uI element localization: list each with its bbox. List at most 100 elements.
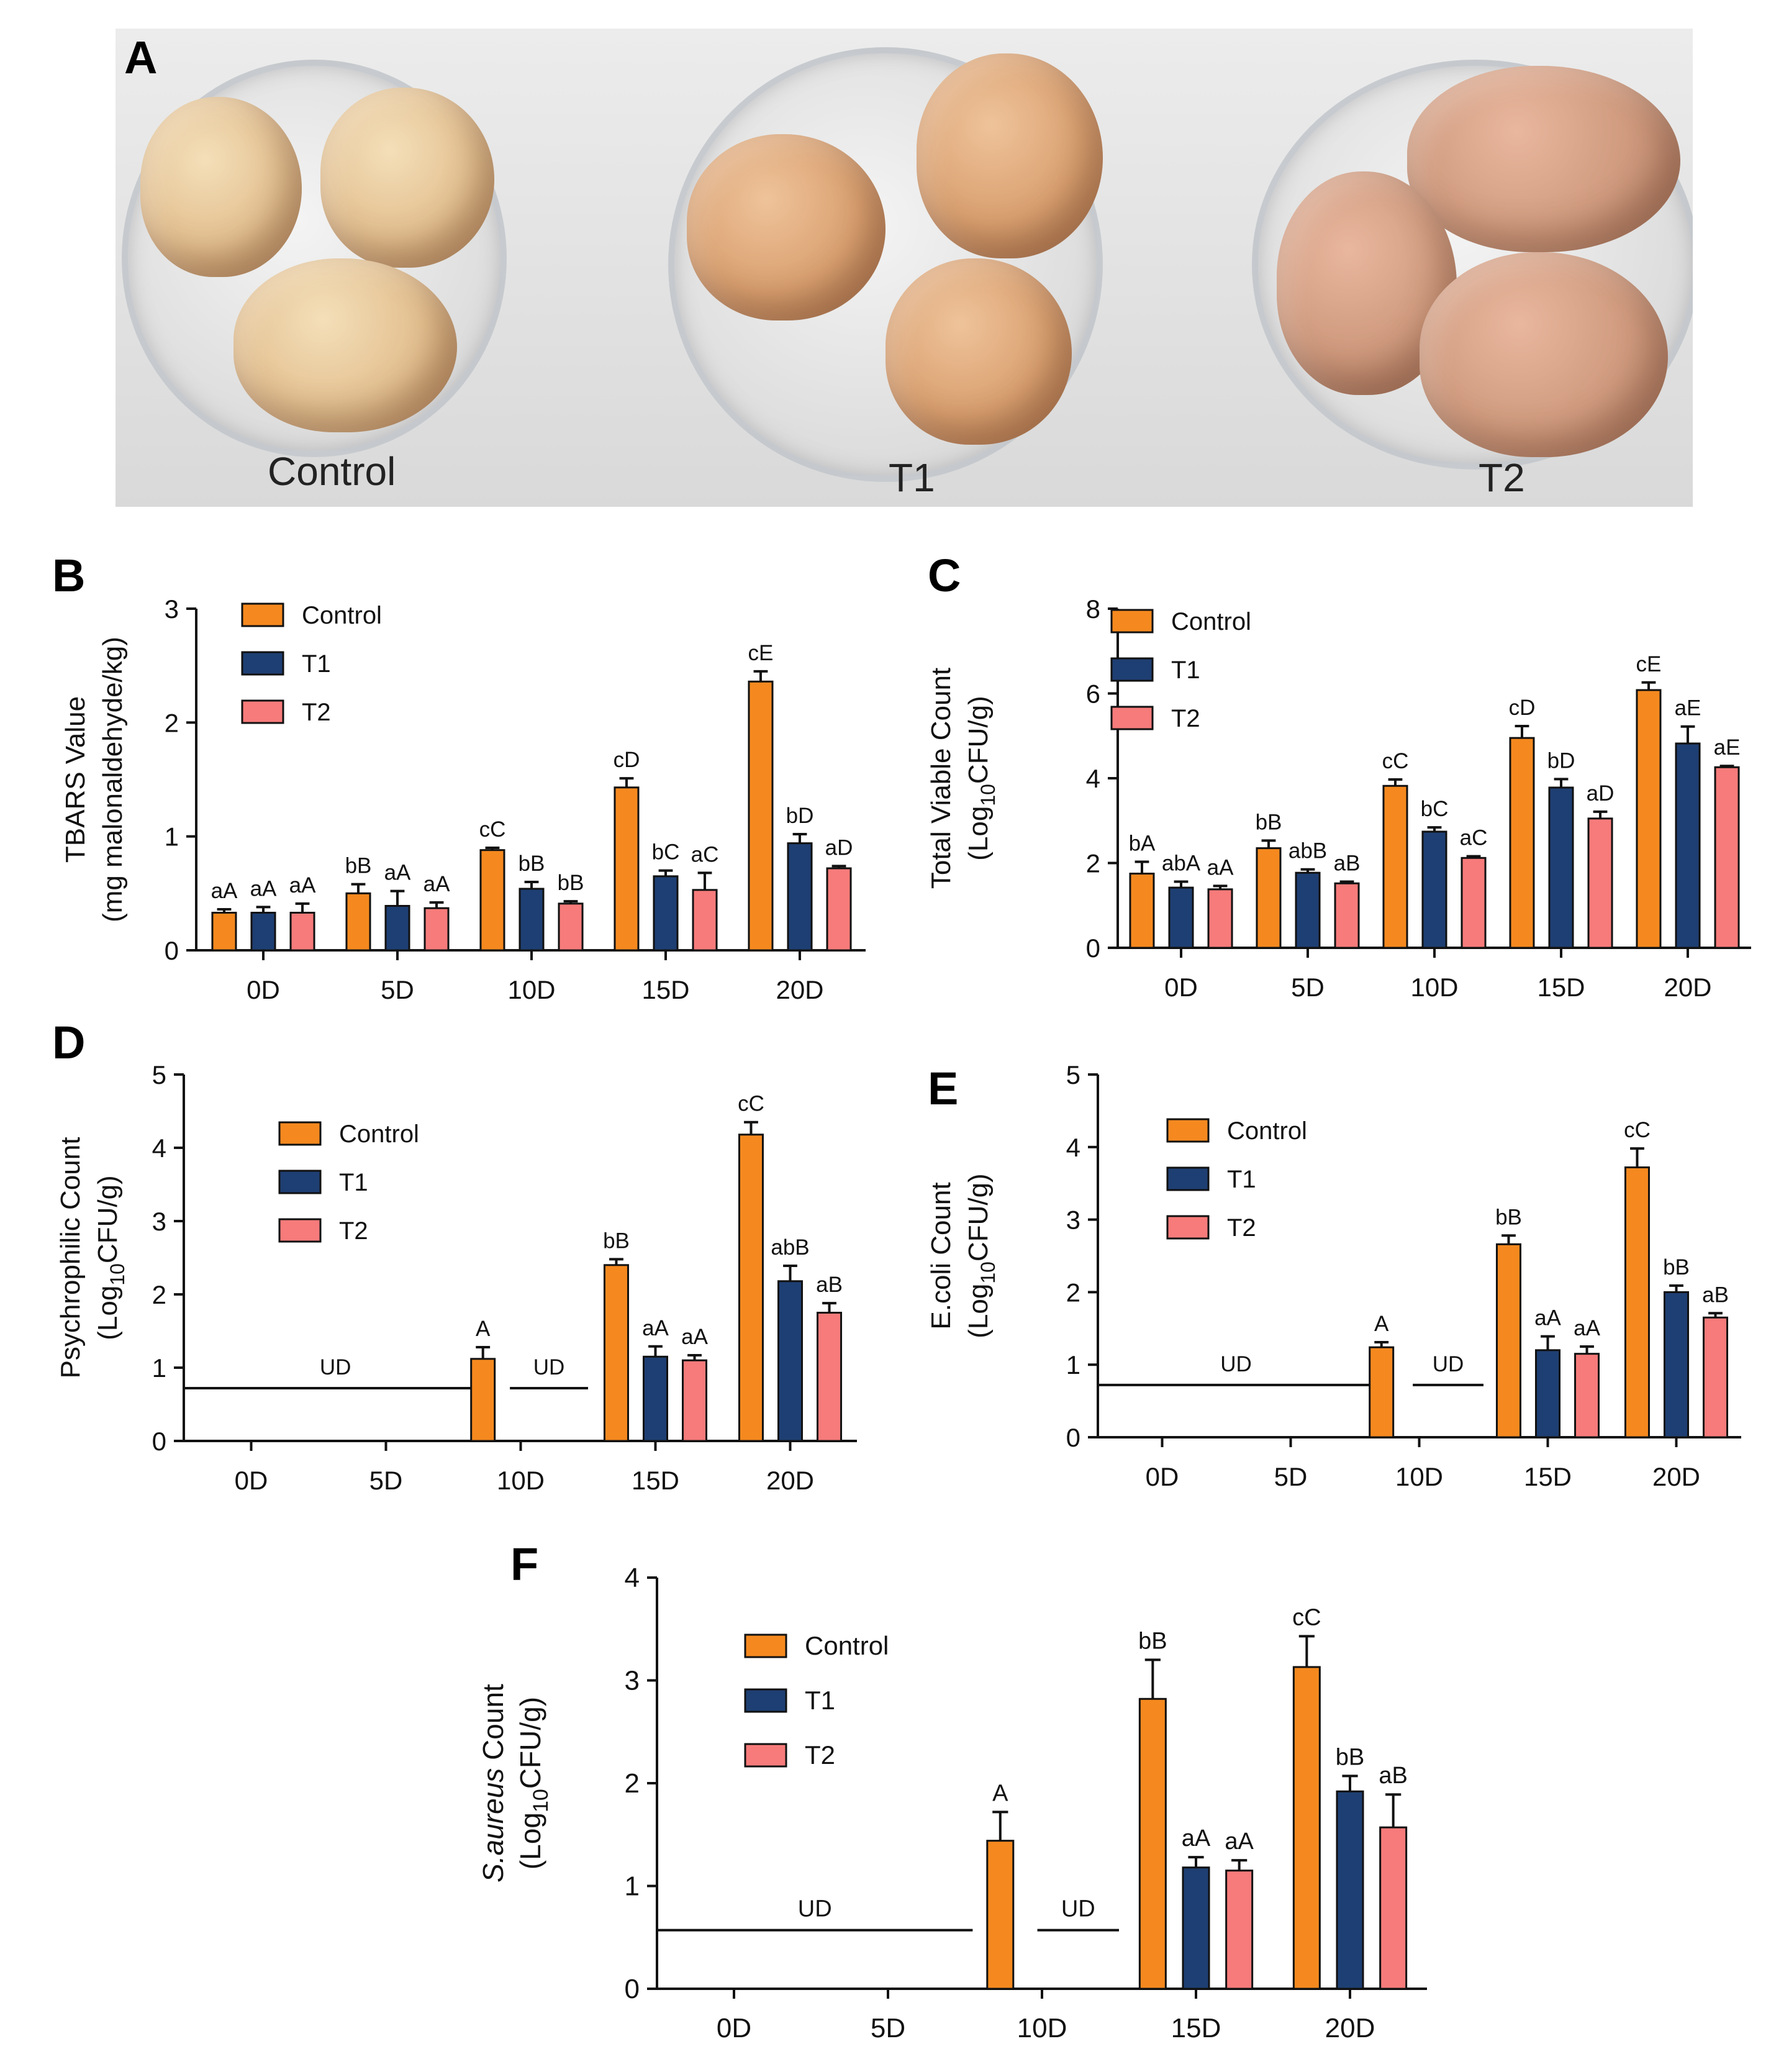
x-tick-label: 20D [1652,1462,1700,1491]
x-tick-label: 10D [1395,1462,1443,1491]
y-axis-label: E.coli Count [926,1182,956,1329]
legend-swatch-t1 [744,1688,787,1713]
significance-label: aA [250,876,277,901]
bar-t1 [250,912,276,952]
x-tick-label: 10D [1410,973,1458,1002]
significance-label: aA [1225,1829,1254,1855]
bar-control [1509,737,1535,949]
legend-label: T1 [339,1169,368,1196]
meatball-photo: Control T1 T2 [116,29,1693,507]
bar-control [603,1264,629,1442]
y-axis-label: TBARS Value [60,696,91,863]
bar-t1 [1675,742,1701,949]
bar-control [748,680,774,952]
meatball [917,53,1103,258]
x-tick-label: 20D [1664,973,1711,1002]
y-tick-label: 8 [1086,594,1100,624]
meatball [1407,66,1680,252]
x-tick-label: 20D [776,975,823,1004]
bar-t1 [653,875,679,952]
chart-total-viable-count: 0 2 4 6 8 0D 5D 10D 15D 20D Total Viable Count (Log… [926,594,1751,1002]
significance-label: abA [1162,852,1201,876]
bar-t1 [777,1280,803,1442]
bar-t2 [1225,1870,1254,1990]
bar-control [1382,784,1408,949]
bar-t2 [1587,817,1613,949]
x-tick-label: 15D [1524,1462,1572,1491]
significance-label: aD [1587,781,1615,806]
significance-label: aB [816,1273,843,1297]
bar-t1 [1168,886,1194,949]
significance-label: cC [1292,1604,1321,1630]
meatball [1420,252,1668,457]
y-tick-label: 0 [152,1427,166,1456]
significance-label: cC [1382,749,1409,773]
significance-label: aA [384,861,411,885]
y-tick-label: 4 [1086,764,1100,793]
y-tick-label: 0 [625,1974,640,2004]
x-tick-label: 5D [1274,1462,1308,1491]
significance-label: aA [424,872,450,896]
x-tick-label: 10D [1017,2013,1067,2043]
legend-label: T2 [1171,705,1200,732]
y-tick-label: 0 [165,936,179,965]
significance-label: cC [1624,1118,1651,1142]
bar-t1 [384,905,410,952]
y-axis-label: (Log10CFU/g) [963,1173,999,1338]
significance-label: aA [1574,1316,1600,1340]
y-tick-label: 5 [1066,1060,1080,1089]
significance-label: A [992,1780,1008,1806]
y-tick-label: 5 [152,1060,166,1089]
bar-control [738,1134,764,1442]
bar-t1 [1336,1790,1364,1990]
bar-control [1256,847,1282,949]
significance-label: bB [1256,810,1282,834]
bar-t1 [1548,786,1574,949]
significance-label: bD [786,804,814,828]
bar-t2 [817,1312,843,1442]
undetected-label: UD [320,1355,351,1379]
legend-label: T2 [1227,1214,1256,1242]
significance-label: bB [519,852,545,876]
legend-swatch-t2 [241,699,284,724]
bar-control [1129,873,1155,949]
photo-label-t1: T1 [889,455,935,500]
significance-label: aA [289,873,316,897]
significance-label: bB [558,871,584,895]
y-tick-label: 2 [165,708,179,737]
bar-t2 [682,1359,708,1442]
legend-label: T2 [302,699,331,726]
y-tick-label: 2 [1086,849,1100,878]
bar-control [986,1840,1015,1990]
legend-swatch-control [241,602,284,627]
bar-t1 [787,842,813,952]
significance-label: bC [652,840,680,865]
significance-label: bB [345,854,372,878]
panel-letter-c: C [928,550,961,601]
y-tick-label: 4 [625,1563,640,1593]
x-tick-label: 15D [1537,973,1585,1002]
legend-swatch-control [1166,1118,1210,1143]
legend-swatch-t2 [1166,1215,1210,1240]
photo-label-t2: T2 [1479,455,1525,500]
significance-label: aE [1675,696,1701,720]
y-axis-label: Total Viable Count [926,668,956,889]
bar-t1 [1421,830,1447,949]
significance-label: bC [1421,797,1449,821]
significance-label: cC [738,1092,764,1116]
legend-label: T2 [339,1217,368,1245]
bar-t2 [1703,1316,1729,1438]
significance-label: bB [1336,1744,1364,1770]
bar-t1 [1295,871,1321,949]
y-tick-label: 3 [165,594,179,624]
legend-swatch-t1 [278,1170,322,1194]
significance-label: aC [1460,826,1488,850]
bar-t1 [643,1355,668,1442]
bar-control [614,786,640,952]
y-tick-label: 2 [625,1768,640,1799]
y-tick-label: 3 [625,1666,640,1696]
significance-label: abB [1289,839,1327,863]
legend-label: Control [1171,608,1251,635]
bar-t2 [289,912,315,952]
undetected-label: UD [1220,1352,1252,1376]
